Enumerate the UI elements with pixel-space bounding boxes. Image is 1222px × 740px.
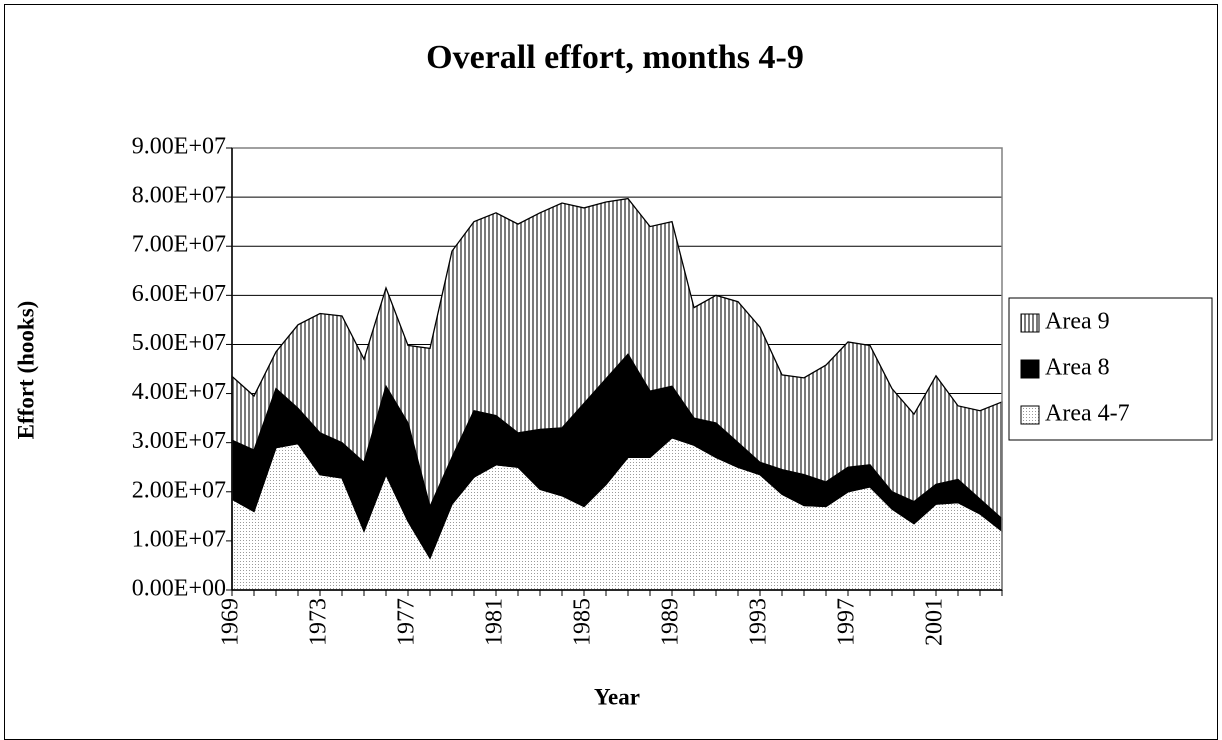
chart-title: Overall effort, months 4-9 [426,39,804,76]
y-tick-label: 5.00E+07 [132,330,226,356]
legend-label: Area 9 [1045,309,1110,335]
y-tick-label: 2.00E+07 [132,477,226,503]
y-tick-label: 7.00E+07 [132,232,226,258]
x-tick-label: 2001 [922,598,948,646]
y-tick-label: 8.00E+07 [132,183,226,209]
x-tick-label: 1985 [570,598,596,646]
legend-label: Area 4-7 [1045,401,1130,427]
y-tick-label: 1.00E+07 [132,526,226,552]
legend-swatch [1020,359,1040,379]
y-tick-label: 0.00E+00 [132,576,226,602]
y-axis-label: Effort (hooks) [13,301,38,440]
y-tick-label: 9.00E+07 [132,134,226,160]
x-tick-label: 1997 [834,598,860,646]
x-axis-label: Year [594,684,640,709]
x-tick-label: 1981 [482,598,508,646]
y-tick-label: 3.00E+07 [132,428,226,454]
legend-box [1008,297,1213,441]
x-tick-label: 1969 [218,598,244,646]
x-tick-label: 1989 [658,598,684,646]
y-tick-label: 4.00E+07 [132,379,226,405]
x-tick-label: 1977 [394,598,420,646]
legend-swatch [1020,313,1040,333]
legend-swatch [1020,405,1040,425]
legend-label: Area 8 [1045,355,1110,381]
x-tick-label: 1973 [306,598,332,646]
y-tick-label: 6.00E+07 [132,281,226,307]
x-tick-label: 1993 [746,598,772,646]
